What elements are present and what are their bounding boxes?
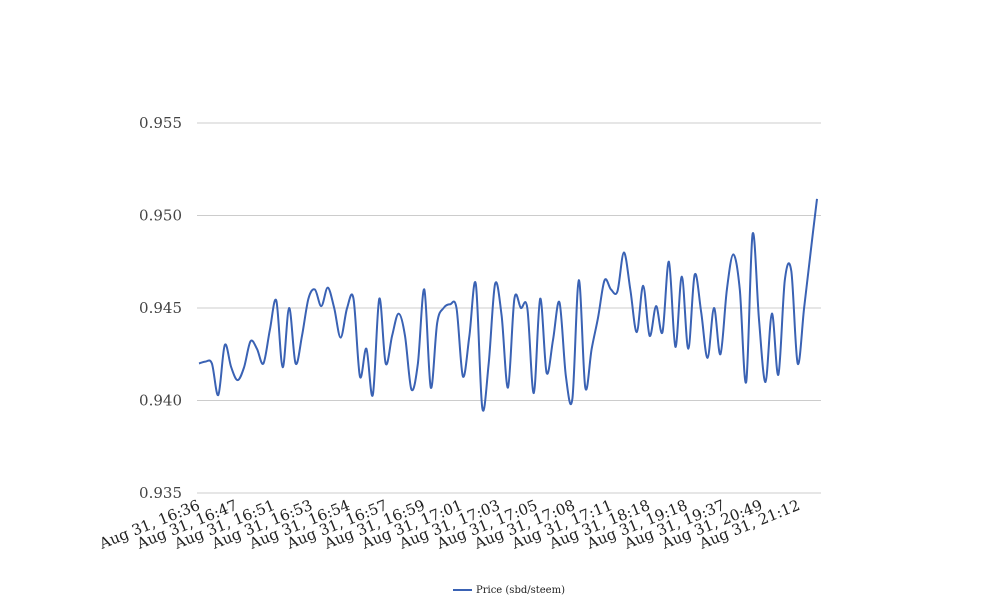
y-tick-label: 0.945 <box>139 299 182 317</box>
y-tick-label: 0.950 <box>139 207 182 225</box>
series-line-price <box>198 198 818 412</box>
legend: Price (sbd/steem) <box>453 585 565 596</box>
series-lines <box>198 198 818 412</box>
y-axis-ticks: 0.935 0.940 0.945 0.950 0.955 <box>139 114 182 502</box>
y-tick-label: 0.940 <box>139 392 182 410</box>
y-tick-label: 0.955 <box>139 114 182 132</box>
gridlines <box>197 122 821 494</box>
legend-label: Price (sbd/steem) <box>476 585 565 596</box>
y-tick-label: 0.935 <box>139 484 182 502</box>
